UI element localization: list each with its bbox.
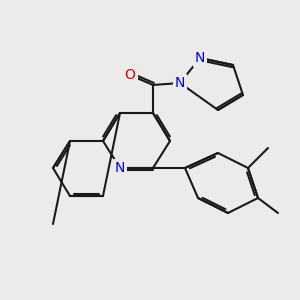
Text: O: O (124, 68, 135, 82)
Text: N: N (195, 51, 205, 65)
Text: N: N (175, 76, 185, 90)
Text: N: N (115, 161, 125, 175)
